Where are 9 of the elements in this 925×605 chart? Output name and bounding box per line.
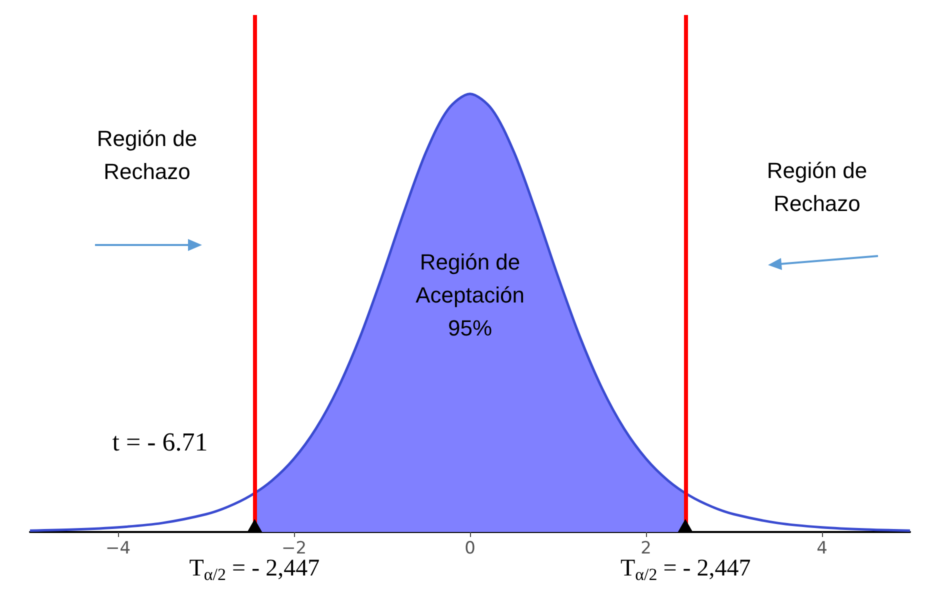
x-tick-label: 4 xyxy=(816,538,828,558)
annotation: Región de Aceptación 95% xyxy=(416,250,524,340)
x-tick-label: −4 xyxy=(105,538,131,558)
x-tick-label: −2 xyxy=(281,538,307,558)
x-tick-label: 0 xyxy=(464,538,476,558)
annotation: t = - 6.71 xyxy=(112,428,208,456)
x-tick-label: 2 xyxy=(640,538,652,558)
annotation: Región de Rechazo xyxy=(96,126,198,184)
annotation: Región de Rechazo xyxy=(766,158,868,216)
